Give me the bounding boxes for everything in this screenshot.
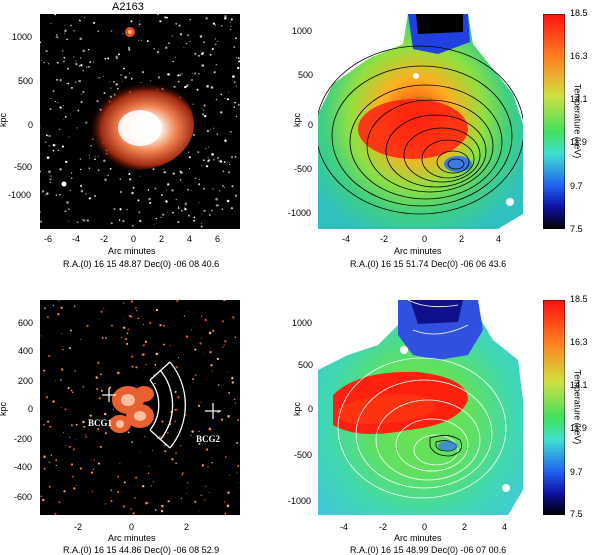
- y-tick: 0: [28, 404, 34, 414]
- colorbar-tick: 9.7: [570, 181, 583, 191]
- y-tick: 1000: [12, 32, 33, 42]
- colorbar-tick: 16.3: [570, 51, 588, 61]
- colorbar-tick: 14.1: [570, 380, 588, 390]
- temperature-map: [318, 14, 523, 229]
- y-tick: -200: [14, 434, 33, 444]
- colorbar-tick: 11.9: [570, 137, 587, 147]
- x-tick: -2: [100, 234, 109, 244]
- y-tick: 0: [28, 120, 34, 130]
- x-tick: 2: [459, 234, 465, 244]
- optical-image: [40, 300, 240, 515]
- x-tick: 4: [187, 234, 193, 244]
- y-tick: 1000: [292, 318, 313, 328]
- y-tick: 500: [298, 360, 314, 370]
- coords-label: R.A.(0) 16 15 48.99 Dec(0) -06 07 00.6: [350, 545, 507, 555]
- y-tick: -600: [14, 492, 33, 502]
- x-tick: -2: [74, 522, 83, 532]
- bcg2-label: BCG2: [196, 434, 221, 444]
- y-tick: -500: [294, 450, 313, 460]
- y-tick: 0: [308, 404, 314, 414]
- x-tick: -2: [379, 522, 388, 532]
- y-tick: 500: [18, 76, 34, 86]
- y-tick: 0: [308, 120, 314, 130]
- y-axis-label: kpc: [292, 112, 303, 128]
- colorbar-bottom: [543, 300, 565, 515]
- x-tick: -2: [380, 234, 389, 244]
- colorbar-top: [543, 14, 565, 229]
- colorbar-label: Temperature (keV): [572, 369, 583, 445]
- x-axis-label: Arc minutes: [108, 533, 156, 543]
- y-axis-label: kpc: [0, 112, 9, 128]
- y-tick: -500: [294, 164, 313, 174]
- x-tick: 4: [496, 234, 502, 244]
- y-tick: -400: [14, 462, 33, 472]
- colorbar-tick: 18.5: [570, 294, 588, 304]
- colorbar-tick: 14.1: [570, 94, 588, 104]
- colorbar-tick: 7.5: [570, 224, 583, 234]
- colorbar-tick: 18.5: [570, 8, 588, 18]
- x-axis-label: Arc minutes: [394, 246, 442, 256]
- y-tick: -1000: [288, 208, 312, 218]
- x-tick: 6: [215, 234, 221, 244]
- x-tick: -6: [44, 234, 53, 244]
- y-tick: -500: [14, 162, 33, 172]
- x-tick: -4: [340, 522, 349, 532]
- coords-label: R.A.(0) 16 15 51.74 Dec(0) -06 06 43.6: [350, 259, 507, 269]
- x-tick: 0: [129, 522, 135, 532]
- x-tick: -4: [342, 234, 351, 244]
- y-tick: 200: [18, 376, 34, 386]
- x-tick: 0: [422, 234, 428, 244]
- x-axis-label: Arc minutes: [108, 246, 156, 256]
- colorbar-tick: 9.7: [570, 467, 583, 477]
- panel-title: A2163: [112, 1, 144, 13]
- temperature-map: [318, 300, 523, 515]
- x-tick: 4: [502, 522, 508, 532]
- x-tick: 2: [462, 522, 468, 532]
- bcg1-label: BCG1: [88, 418, 113, 428]
- y-tick: -1000: [8, 190, 32, 200]
- x-tick: 2: [184, 522, 190, 532]
- coords-label: R.A.(0) 16 15 44.86 Dec(0) -06 08 52.9: [63, 545, 220, 555]
- y-tick: 500: [298, 70, 314, 80]
- x-tick: 0: [131, 234, 137, 244]
- x-tick: 2: [159, 234, 165, 244]
- colorbar-tick: 11.9: [570, 423, 587, 433]
- x-axis-label: Arc minutes: [394, 533, 442, 543]
- colorbar-tick: 16.3: [570, 337, 588, 347]
- colorbar-tick: 7.5: [570, 509, 583, 519]
- y-tick: -1000: [288, 496, 312, 506]
- x-tick: 0: [422, 522, 428, 532]
- y-tick: 1000: [292, 26, 313, 36]
- xray-optical-image: [40, 14, 240, 229]
- y-tick: 600: [18, 318, 34, 328]
- y-axis-label: kpc: [0, 401, 9, 417]
- x-tick: -4: [72, 234, 81, 244]
- colorbar-label: Temperature (keV): [572, 83, 583, 159]
- coords-label: R.A.(0) 16 15 48.87 Dec(0) -06 08 40.6: [63, 259, 220, 269]
- y-axis-label: kpc: [292, 401, 303, 417]
- y-tick: 400: [18, 346, 34, 356]
